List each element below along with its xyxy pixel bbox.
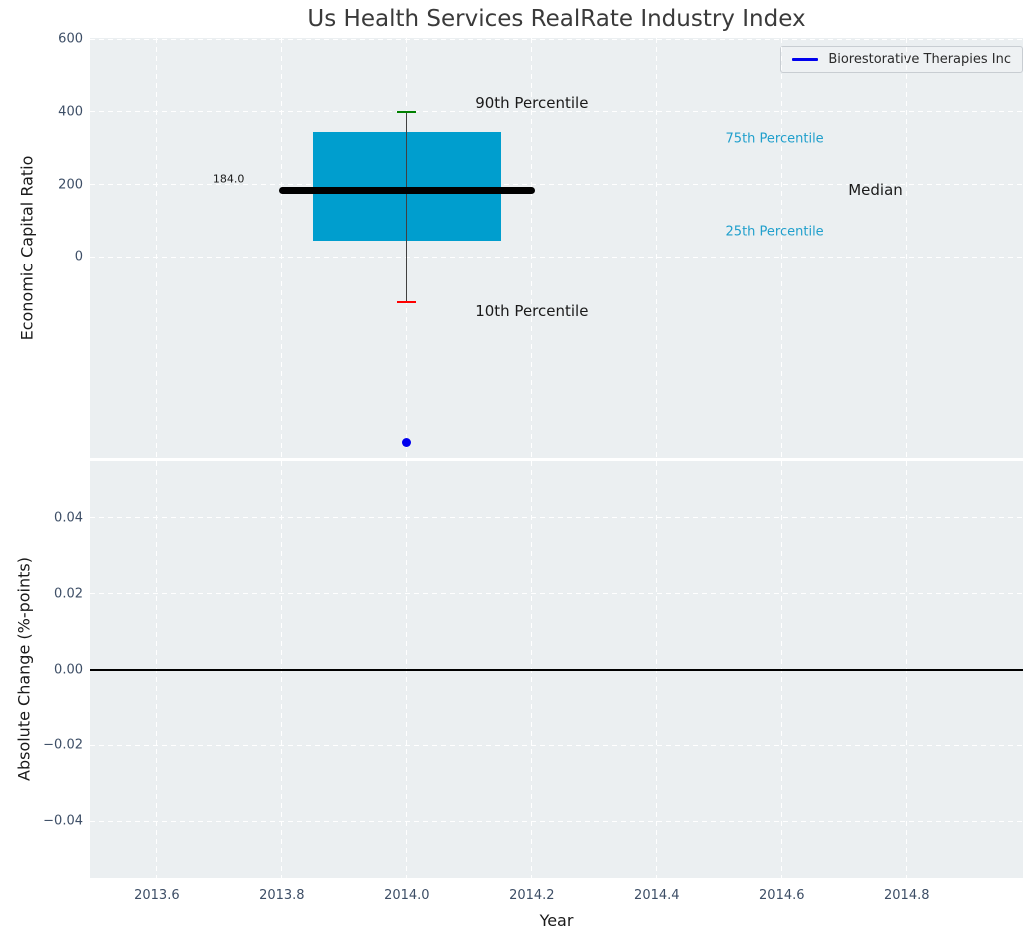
annotation-median: Median [848,181,903,200]
zero-line [90,668,1023,671]
gridline-horizontal [90,256,1023,258]
company-data-point [402,437,412,447]
annotation-184-0: 184.0 [212,172,245,186]
whisker-line [406,111,408,303]
gridline-vertical [281,38,283,458]
gridline-vertical [156,38,158,458]
gridline-horizontal [90,38,1023,40]
gridline-vertical [531,38,533,458]
x-tick-label: 2013.8 [259,888,305,903]
gridline-vertical [906,38,908,458]
y-axis-label-top: Economic Capital Ratio [17,155,37,341]
top-plot-area: Biorestorative Therapies Inc 90th Percen… [90,38,1023,458]
y-tick-label: 0.00 [54,662,83,677]
x-tick-label: 2014.2 [509,888,555,903]
gridline-horizontal [90,744,1023,746]
x-tick-label: 2014.8 [884,888,930,903]
y-tick-label: 200 [58,177,83,193]
x-tick-label: 2014.4 [634,888,680,903]
cap-90th-percentile [397,110,417,113]
x-tick-label: 2013.6 [134,888,180,903]
legend-line-sample [792,58,819,61]
gridline-vertical [781,38,783,458]
x-tick-label: 2014.6 [759,888,805,903]
annotation-90th-percentile: 90th Percentile [475,93,589,112]
x-axis-label: Year [539,911,574,930]
annotation-25th-percentile: 25th Percentile [725,224,824,240]
gridline-vertical [656,38,658,458]
median-line [278,186,535,194]
legend: Biorestorative Therapies Inc [780,46,1023,73]
legend-label: Biorestorative Therapies Inc [828,52,1011,67]
y-tick-label: −0.04 [43,813,83,829]
annotation-75th-percentile: 75th Percentile [725,131,824,147]
y-axis-label-bottom: Absolute Change (%-points) [14,557,34,781]
y-tick-label: −0.02 [43,737,83,753]
y-tick-label: 600 [58,31,83,47]
annotation-10th-percentile: 10th Percentile [475,302,589,321]
gridline-horizontal [90,184,1023,186]
bottom-plot-area [90,461,1023,878]
gridline-horizontal [90,111,1023,113]
x-tick-label: 2014.0 [384,888,430,903]
gridline-horizontal [90,517,1023,519]
chart-title: Us Health Services RealRate Industry Ind… [307,6,806,32]
y-tick-label: 0 [74,249,83,265]
y-tick-label: 400 [58,104,83,120]
gridline-horizontal [90,820,1023,822]
y-tick-label: 0.04 [54,510,83,526]
gridline-horizontal [90,593,1023,595]
y-tick-label: 0.02 [54,586,83,602]
cap-10th-percentile [397,301,417,304]
